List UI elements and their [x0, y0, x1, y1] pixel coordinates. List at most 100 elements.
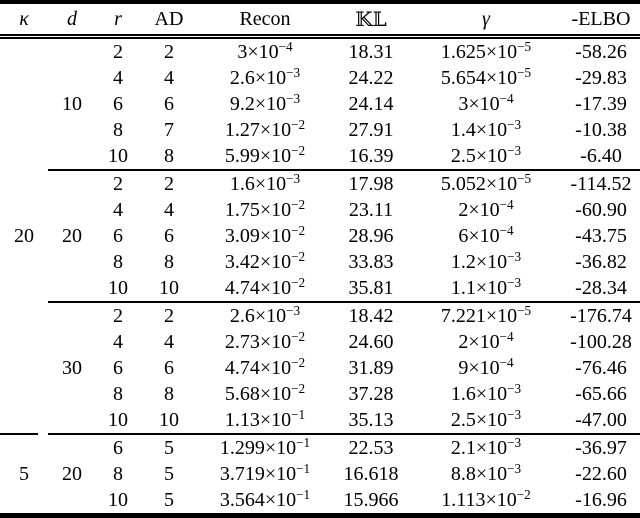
cell-ad: 10 — [159, 277, 179, 299]
cell-gamma: 5.654×10−5 — [440, 64, 532, 89]
exponent: −2 — [291, 354, 306, 370]
cell-kl: 18.31 — [348, 41, 394, 63]
cell-elbo: -17.39 — [575, 93, 627, 115]
exponent: −3 — [507, 142, 522, 158]
cell-d: 20 — [48, 433, 96, 516]
cell-r: 8 — [113, 463, 123, 485]
table-row: 10 5 3.564×10−1 15.966 1.113×10−2 -16.96 — [0, 487, 640, 516]
cell-elbo: -76.46 — [575, 357, 627, 379]
exponent: −2 — [291, 248, 306, 264]
cell-kl: 28.96 — [348, 225, 394, 247]
cell-elbo: -100.28 — [570, 331, 632, 353]
cell-kl: 17.98 — [332, 169, 410, 197]
table-row: 10 10 1.13×10−1 35.13 2.5×10−3 -47.00 — [0, 407, 640, 434]
cell-kl: 24.60 — [348, 331, 394, 353]
cell-ad: 4 — [164, 199, 174, 221]
table-row: 10 8 5.99×10−2 16.39 2.5×10−3 -6.40 — [0, 143, 640, 170]
exponent: −2 — [516, 486, 531, 502]
cell-elbo: -36.97 — [562, 433, 640, 461]
exponent: −4 — [499, 354, 514, 370]
exponent: −4 — [499, 328, 514, 344]
exponent: −3 — [286, 302, 301, 318]
exponent: −1 — [291, 406, 306, 422]
table-row: 20 10 2 2 3×10−4 18.31 1.625×10−5 -58.26 — [0, 37, 640, 247]
exponent: −3 — [507, 460, 522, 476]
cell-elbo: -16.96 — [575, 489, 627, 511]
cell-r: 10 — [108, 277, 128, 299]
cell-r: 8 — [113, 383, 123, 405]
table-row: 8 8 5.68×10−2 37.28 1.6×10−3 -65.66 — [0, 381, 640, 407]
cell-gamma: 1.6×10−3 — [450, 380, 522, 405]
table-row: 8 5 3.719×10−1 16.618 8.8×10−3 -22.60 — [0, 461, 640, 487]
cell-d: 30 — [48, 301, 96, 434]
cell-elbo: -22.60 — [575, 463, 627, 485]
cell-ad: 6 — [164, 357, 174, 379]
exponent: −2 — [291, 142, 306, 158]
cell-elbo: -10.38 — [575, 119, 627, 141]
cell-recon: 2.6×10−3 — [198, 301, 332, 329]
col-header-kappa: κ — [0, 0, 48, 39]
table-row: 6 6 3.09×10−2 28.96 6×10−4 -43.75 — [0, 223, 640, 249]
cell-r: 10 — [108, 489, 128, 511]
cell-gamma: 2×10−4 — [458, 328, 514, 353]
cell-elbo: -114.52 — [562, 169, 640, 197]
cell-recon: 4.74×10−2 — [224, 354, 306, 379]
exponent: −3 — [507, 406, 522, 422]
cell-ad: 8 — [164, 383, 174, 405]
cell-recon: 1.75×10−2 — [224, 196, 306, 221]
cell-gamma: 2.5×10−3 — [450, 142, 522, 167]
table-row: 6 6 4.74×10−2 31.89 9×10−4 -76.46 — [0, 355, 640, 381]
cell-recon: 2.6×10−3 — [229, 64, 301, 89]
exponent: −4 — [499, 222, 514, 238]
exponent: −5 — [517, 64, 532, 80]
table-row: 8 7 1.27×10−2 27.91 1.4×10−3 -10.38 — [0, 117, 640, 143]
cell-kappa: 5 — [0, 433, 48, 516]
cell-recon: 5.68×10−2 — [224, 380, 306, 405]
cell-ad: 10 — [159, 409, 179, 431]
cell-r: 6 — [113, 357, 123, 379]
cell-ad: 6 — [164, 225, 174, 247]
exponent: −2 — [291, 116, 306, 132]
cell-ad: 2 — [164, 41, 174, 63]
cell-kappa: 20 — [14, 225, 34, 247]
cell-recon: 1.299×10−1 — [198, 433, 332, 461]
exponent: −3 — [507, 248, 522, 264]
exponent: −3 — [286, 170, 301, 186]
cell-r: 4 — [113, 331, 123, 353]
exponent: −3 — [507, 116, 522, 132]
exponent: −1 — [296, 434, 311, 450]
cell-recon: 4.74×10−2 — [224, 274, 306, 299]
exponent: −5 — [517, 302, 532, 318]
cell-kl: 35.81 — [348, 277, 394, 299]
cell-recon: 3.719×10−1 — [219, 460, 311, 485]
exponent: −3 — [286, 64, 301, 80]
table-row: 4 4 2.6×10−3 24.22 5.654×10−5 -29.83 — [0, 65, 640, 91]
table-body: 20 10 2 2 3×10−4 18.31 1.625×10−5 -58.26 4 4 2.6×1… — [0, 37, 640, 516]
cell-elbo: -58.26 — [575, 41, 627, 63]
cell-d: 10 — [62, 93, 82, 115]
exponent: −3 — [507, 380, 522, 396]
cell-gamma: 1.4×10−3 — [450, 116, 522, 141]
table-row: 4 4 2.73×10−2 24.60 2×10−4 -100.28 — [0, 329, 640, 355]
cell-ad: 6 — [164, 93, 174, 115]
cell-r: 6 — [96, 433, 140, 461]
cell-r: 4 — [113, 67, 123, 89]
exponent: −3 — [507, 434, 522, 450]
cell-r: 2 — [96, 301, 140, 329]
exponent: −4 — [278, 38, 293, 54]
table-row: 5 20 6 5 1.299×10−1 22.53 2.1×10−3 -36.97 — [0, 433, 640, 516]
cell-ad: 5 — [164, 489, 174, 511]
cell-recon: 9.2×10−3 — [229, 90, 301, 115]
exponent: −4 — [499, 90, 514, 106]
exponent: −2 — [291, 274, 306, 290]
cell-recon: 5.99×10−2 — [224, 142, 306, 167]
cell-elbo: -176.74 — [562, 301, 640, 329]
exponent: −2 — [291, 196, 306, 212]
table-row: 6 6 9.2×10−3 24.14 3×10−4 -17.39 — [0, 91, 640, 117]
cell-elbo: -43.75 — [575, 225, 627, 247]
cell-ad: 8 — [164, 251, 174, 273]
table-row: 10 10 4.74×10−2 35.81 1.1×10−3 -28.34 — [0, 275, 640, 302]
cell-recon: 3.42×10−2 — [224, 248, 306, 273]
col-header-elbo: -ELBO — [562, 0, 640, 39]
cell-r: 4 — [113, 199, 123, 221]
